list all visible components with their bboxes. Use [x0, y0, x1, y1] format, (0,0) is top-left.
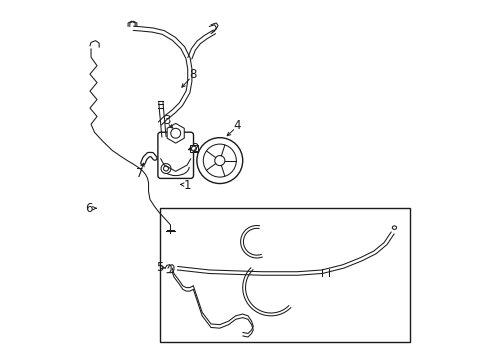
- Text: 1: 1: [183, 179, 191, 192]
- Circle shape: [170, 128, 180, 138]
- Circle shape: [214, 156, 224, 166]
- Text: 8: 8: [189, 68, 197, 81]
- Text: 7: 7: [135, 167, 143, 180]
- Text: 5: 5: [156, 261, 163, 274]
- Circle shape: [203, 144, 236, 177]
- Circle shape: [197, 138, 242, 184]
- FancyBboxPatch shape: [158, 132, 193, 179]
- Circle shape: [161, 163, 171, 174]
- Bar: [160, 208, 409, 342]
- Circle shape: [191, 146, 196, 151]
- Circle shape: [163, 166, 168, 171]
- Text: 4: 4: [232, 119, 240, 132]
- Ellipse shape: [168, 233, 172, 235]
- Ellipse shape: [391, 226, 396, 229]
- Text: 2: 2: [191, 142, 199, 155]
- Polygon shape: [167, 123, 184, 143]
- Text: 3: 3: [163, 113, 170, 126]
- Text: 6: 6: [85, 202, 93, 215]
- Bar: [190, 145, 197, 152]
